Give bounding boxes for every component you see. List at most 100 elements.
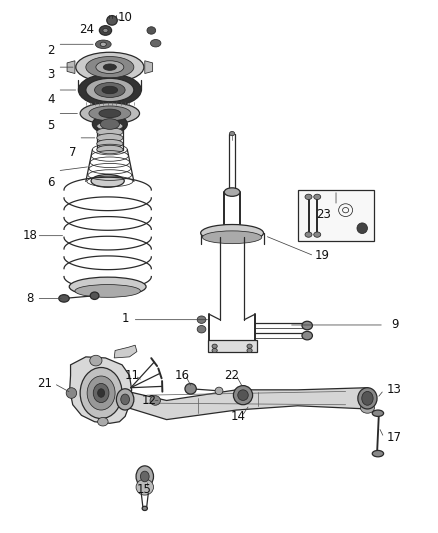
Ellipse shape: [90, 356, 102, 366]
Ellipse shape: [76, 52, 144, 82]
Text: 1: 1: [122, 312, 130, 325]
Ellipse shape: [98, 417, 108, 426]
Ellipse shape: [358, 387, 377, 409]
Text: 24: 24: [80, 23, 95, 36]
Ellipse shape: [103, 28, 108, 33]
Ellipse shape: [97, 128, 123, 136]
Ellipse shape: [95, 83, 125, 98]
Ellipse shape: [97, 146, 123, 154]
Text: 5: 5: [47, 118, 55, 132]
Ellipse shape: [89, 106, 131, 121]
Ellipse shape: [302, 321, 312, 330]
Ellipse shape: [360, 402, 374, 413]
Ellipse shape: [98, 389, 105, 397]
Ellipse shape: [305, 232, 312, 237]
Text: 19: 19: [315, 249, 330, 262]
Ellipse shape: [233, 385, 253, 405]
Text: 6: 6: [47, 176, 55, 189]
Ellipse shape: [302, 332, 312, 340]
Ellipse shape: [75, 285, 141, 297]
Ellipse shape: [357, 223, 367, 233]
Ellipse shape: [314, 232, 321, 237]
Text: 18: 18: [23, 229, 38, 242]
Ellipse shape: [80, 368, 122, 418]
Text: 13: 13: [387, 383, 402, 397]
Text: 16: 16: [174, 369, 189, 382]
Ellipse shape: [197, 326, 206, 333]
Ellipse shape: [95, 40, 111, 49]
Ellipse shape: [102, 86, 118, 94]
Ellipse shape: [372, 410, 384, 416]
Text: 22: 22: [225, 369, 240, 382]
Ellipse shape: [100, 119, 120, 130]
Ellipse shape: [247, 349, 252, 353]
Ellipse shape: [212, 344, 217, 349]
Ellipse shape: [100, 42, 106, 46]
Bar: [208, 340, 257, 352]
Ellipse shape: [372, 450, 384, 457]
Ellipse shape: [202, 231, 262, 244]
Ellipse shape: [314, 194, 321, 199]
Ellipse shape: [201, 224, 264, 241]
Ellipse shape: [215, 387, 223, 394]
Ellipse shape: [87, 376, 115, 410]
Text: 4: 4: [47, 93, 55, 106]
Text: 21: 21: [37, 377, 52, 390]
Ellipse shape: [224, 188, 240, 196]
Polygon shape: [145, 61, 152, 74]
Ellipse shape: [141, 471, 149, 482]
Bar: [297, 190, 374, 241]
Text: 12: 12: [141, 394, 157, 407]
Ellipse shape: [86, 78, 134, 102]
Text: 15: 15: [137, 483, 152, 496]
Text: 14: 14: [231, 410, 246, 423]
Text: 9: 9: [392, 319, 399, 332]
Text: 10: 10: [118, 11, 133, 24]
Ellipse shape: [69, 277, 146, 296]
Text: 11: 11: [124, 369, 139, 382]
Ellipse shape: [99, 26, 112, 35]
Ellipse shape: [97, 140, 123, 148]
Ellipse shape: [117, 389, 134, 410]
Polygon shape: [114, 345, 137, 358]
Polygon shape: [67, 61, 75, 74]
Ellipse shape: [103, 64, 117, 70]
Ellipse shape: [107, 15, 117, 25]
Ellipse shape: [90, 292, 99, 300]
Ellipse shape: [80, 103, 140, 124]
Ellipse shape: [78, 74, 141, 106]
Ellipse shape: [147, 27, 155, 34]
Text: 17: 17: [387, 431, 402, 444]
Ellipse shape: [212, 349, 217, 353]
Ellipse shape: [142, 506, 148, 511]
Ellipse shape: [150, 395, 160, 405]
Ellipse shape: [121, 394, 130, 405]
Ellipse shape: [247, 344, 252, 349]
Polygon shape: [70, 357, 132, 423]
Text: 2: 2: [47, 44, 55, 57]
Ellipse shape: [136, 479, 153, 495]
Ellipse shape: [99, 109, 121, 118]
Ellipse shape: [92, 115, 127, 134]
Text: 3: 3: [47, 68, 55, 80]
Ellipse shape: [86, 56, 134, 78]
Ellipse shape: [66, 387, 77, 398]
Ellipse shape: [150, 39, 161, 47]
Ellipse shape: [362, 391, 373, 405]
Ellipse shape: [185, 383, 196, 394]
Ellipse shape: [59, 295, 69, 302]
Polygon shape: [125, 387, 367, 419]
Ellipse shape: [136, 466, 153, 487]
Text: 8: 8: [27, 292, 34, 305]
Ellipse shape: [91, 174, 124, 187]
Ellipse shape: [197, 316, 206, 324]
Ellipse shape: [97, 122, 123, 131]
Ellipse shape: [97, 134, 123, 142]
Ellipse shape: [238, 390, 248, 400]
Ellipse shape: [93, 383, 109, 402]
Ellipse shape: [230, 132, 235, 136]
Ellipse shape: [96, 61, 124, 74]
Text: 23: 23: [316, 208, 331, 221]
Ellipse shape: [305, 194, 312, 199]
Text: 7: 7: [69, 146, 77, 159]
